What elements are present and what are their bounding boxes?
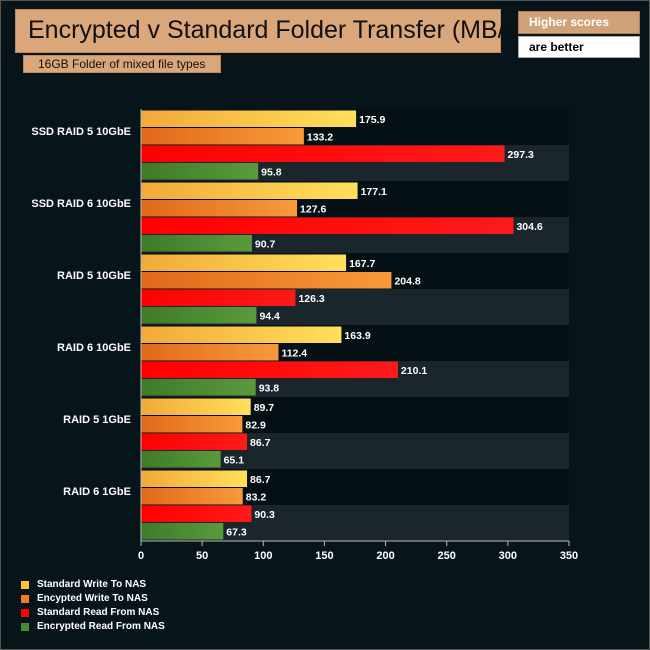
legend-swatch bbox=[21, 595, 29, 603]
legend-swatch bbox=[21, 609, 29, 617]
legend-swatch bbox=[21, 581, 29, 589]
data-label: 112.4 bbox=[281, 347, 307, 359]
data-label: 304.6 bbox=[516, 221, 542, 233]
category-label: SSD RAID 5 10GbE bbox=[31, 126, 131, 138]
bar bbox=[141, 379, 256, 396]
data-label: 90.7 bbox=[255, 238, 276, 250]
data-label: 65.1 bbox=[224, 454, 245, 466]
category-label: RAID 5 1GbE bbox=[63, 414, 131, 426]
data-label: 204.8 bbox=[394, 275, 420, 287]
higher-scores-text: Higher scores bbox=[529, 15, 610, 29]
bar bbox=[141, 451, 221, 468]
data-label: 90.3 bbox=[254, 509, 275, 521]
data-label: 89.7 bbox=[254, 402, 275, 414]
category-label: RAID 6 10GbE bbox=[57, 342, 131, 354]
bar bbox=[141, 182, 358, 199]
bar bbox=[141, 110, 357, 127]
legend-label: Standard Write To NAS bbox=[37, 579, 147, 590]
x-tick-label: 0 bbox=[138, 550, 144, 562]
chart-subtitle-box: 16GB Folder of mixed file types bbox=[23, 55, 221, 73]
data-label: 297.3 bbox=[508, 149, 534, 161]
x-tick-label: 200 bbox=[376, 550, 394, 562]
bar bbox=[141, 416, 243, 433]
bar bbox=[141, 307, 257, 324]
legend-label: Encypted Write To NAS bbox=[37, 593, 148, 604]
data-label: 93.8 bbox=[259, 382, 280, 394]
category-label: RAID 6 1GbE bbox=[63, 486, 131, 498]
bar bbox=[141, 289, 296, 306]
x-tick-label: 50 bbox=[196, 550, 208, 562]
bar bbox=[141, 344, 279, 361]
chart-subtitle: 16GB Folder of mixed file types bbox=[38, 57, 206, 71]
x-tick-label: 150 bbox=[315, 550, 333, 562]
bar bbox=[141, 235, 252, 252]
data-label: 95.8 bbox=[261, 166, 282, 178]
data-label: 167.7 bbox=[349, 258, 375, 270]
data-label: 163.9 bbox=[344, 330, 370, 342]
bar bbox=[141, 523, 224, 540]
bar bbox=[141, 470, 248, 487]
category-label: SSD RAID 6 10GbE bbox=[31, 198, 131, 210]
chart-title: Encrypted v Standard Folder Transfer (MB… bbox=[28, 16, 526, 44]
bar bbox=[141, 254, 347, 271]
legend-label: Encrypted Read From NAS bbox=[37, 621, 165, 632]
data-label: 133.2 bbox=[307, 131, 333, 143]
x-tick-label: 300 bbox=[499, 550, 517, 562]
data-label: 67.3 bbox=[226, 526, 247, 538]
bar bbox=[141, 505, 252, 522]
data-label: 177.1 bbox=[361, 186, 387, 198]
x-tick-label: 350 bbox=[560, 550, 578, 562]
data-label: 86.7 bbox=[250, 437, 271, 449]
x-tick-label: 250 bbox=[438, 550, 456, 562]
category-label: RAID 5 10GbE bbox=[57, 270, 131, 282]
bar bbox=[141, 200, 298, 217]
bar bbox=[141, 361, 398, 378]
legend-swatch bbox=[21, 623, 29, 631]
are-better-note: are better bbox=[518, 36, 640, 58]
chart-title-box: Encrypted v Standard Folder Transfer (MB… bbox=[15, 9, 525, 53]
bar bbox=[141, 163, 259, 180]
legend-label: Standard Read From NAS bbox=[37, 607, 160, 618]
data-label: 175.9 bbox=[359, 114, 385, 126]
data-label: 94.4 bbox=[259, 310, 280, 322]
bar bbox=[141, 272, 392, 289]
bar bbox=[141, 398, 251, 415]
bar bbox=[141, 145, 505, 162]
x-tick-label: 100 bbox=[254, 550, 272, 562]
are-better-text: are better bbox=[529, 40, 584, 54]
bar bbox=[141, 488, 243, 505]
bar bbox=[141, 433, 248, 450]
data-label: 82.9 bbox=[245, 419, 266, 431]
data-label: 126.3 bbox=[298, 293, 324, 305]
bar bbox=[141, 326, 342, 343]
data-label: 86.7 bbox=[250, 474, 271, 486]
data-label: 83.2 bbox=[246, 491, 267, 503]
higher-scores-note: Higher scores bbox=[518, 11, 640, 34]
bar bbox=[141, 217, 514, 234]
bar bbox=[141, 128, 304, 145]
data-label: 127.6 bbox=[300, 203, 326, 215]
data-label: 210.1 bbox=[401, 365, 427, 377]
